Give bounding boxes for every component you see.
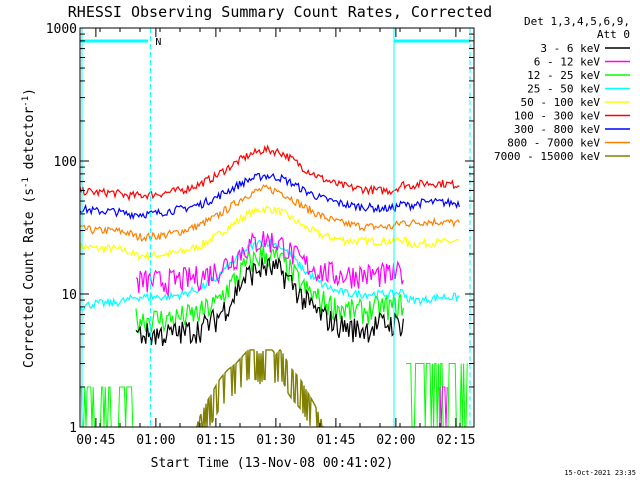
legend-header-line-1: Det 1,3,4,5,6,9,: [524, 15, 630, 28]
legend-entry-label: 7000 - 15000 keV: [494, 150, 600, 163]
plot-frame: [79, 27, 475, 428]
x-tick-label: 01:30: [256, 433, 295, 448]
chart-title: RHESSI Observing Summary Count Rates, Co…: [68, 3, 492, 21]
x-tick-label: 01:45: [316, 433, 355, 448]
y-tick-label: 100: [54, 155, 77, 170]
legend-entry-label: 3 - 6 keV: [540, 42, 600, 55]
series-line: [196, 348, 324, 427]
night-low-count-trace: [439, 386, 448, 427]
series-line: [80, 172, 460, 221]
x-tick-label: 01:15: [196, 433, 235, 448]
legend-entry-label: 300 - 800 keV: [514, 123, 600, 136]
attenuator-markers: N: [80, 28, 471, 427]
x-tick-label: 00:45: [76, 433, 115, 448]
x-tick-label: 02:15: [436, 433, 475, 448]
legend-entry-label: 800 - 7000 keV: [507, 137, 600, 150]
night-low-count-trace: [406, 363, 468, 427]
x-tick-label: 02:00: [376, 433, 415, 448]
series-line: [80, 144, 460, 202]
x-tick-label: 01:00: [136, 433, 175, 448]
series-line: [135, 256, 404, 347]
series-line: [135, 245, 404, 334]
x-axis-label: Start Time (13-Nov-08 00:41:02): [151, 456, 394, 471]
night-flag-label: N: [155, 37, 161, 48]
axes: 1 10 100 1000 00:45 01:00 01:15 01:30 01:45 02:00…: [46, 22, 476, 448]
y-tick-label: 10: [61, 288, 77, 303]
y-axis-label: Corrected Count Rate (s-1 detector-1): [21, 88, 37, 368]
series-layer: [80, 144, 468, 427]
legend-entry-label: 25 - 50 keV: [527, 83, 600, 96]
legend-entry-label: 50 - 100 keV: [521, 96, 601, 109]
y-tick-label: 1000: [46, 22, 77, 37]
legend-entry-label: 12 - 25 keV: [527, 69, 600, 82]
series-line: [80, 184, 460, 243]
y-tick-label: 1: [69, 421, 77, 436]
night-low-count-trace: [80, 386, 134, 427]
legend-entry-label: 100 - 300 keV: [514, 110, 600, 123]
series-line: [135, 231, 404, 297]
generation-timestamp: 15-Oct-2021 23:35: [564, 469, 636, 477]
legend-entry-label: 6 - 12 keV: [534, 56, 601, 69]
legend-header-line-2: Att 0: [597, 28, 630, 41]
series-line: [80, 205, 460, 261]
